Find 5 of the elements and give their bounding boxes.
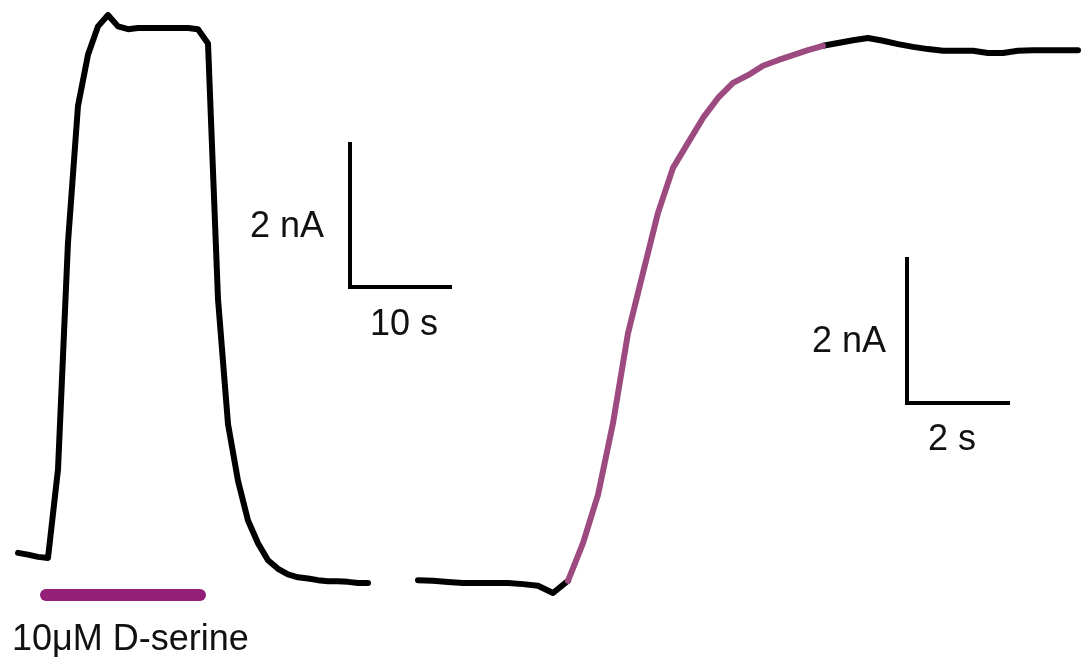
annotation: 2 nA [250, 204, 325, 245]
annotation: 2 nA [812, 319, 887, 360]
text: 10μM D-serine [12, 617, 249, 658]
annotation: 2 s [928, 417, 977, 458]
annotation: 10 s [370, 302, 439, 343]
